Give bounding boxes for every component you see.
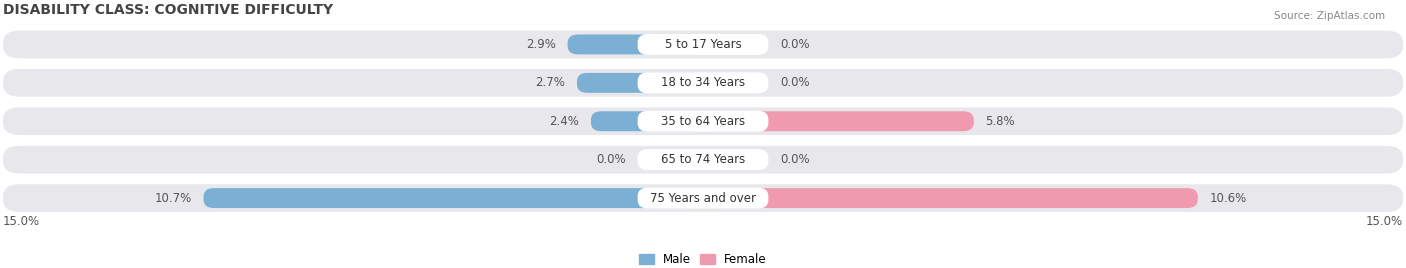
Text: 15.0%: 15.0% xyxy=(1367,215,1403,228)
FancyBboxPatch shape xyxy=(638,188,768,209)
Text: 2.4%: 2.4% xyxy=(550,115,579,128)
FancyBboxPatch shape xyxy=(3,146,1403,173)
Text: 35 to 64 Years: 35 to 64 Years xyxy=(661,115,745,128)
Text: 15.0%: 15.0% xyxy=(3,215,39,228)
FancyBboxPatch shape xyxy=(638,149,768,170)
FancyBboxPatch shape xyxy=(204,188,703,208)
Text: 75 Years and over: 75 Years and over xyxy=(650,192,756,204)
Text: 0.0%: 0.0% xyxy=(780,38,810,51)
FancyBboxPatch shape xyxy=(576,73,703,93)
Text: 65 to 74 Years: 65 to 74 Years xyxy=(661,153,745,166)
Text: 0.0%: 0.0% xyxy=(780,153,810,166)
FancyBboxPatch shape xyxy=(568,35,703,54)
FancyBboxPatch shape xyxy=(3,31,1403,58)
Text: 2.9%: 2.9% xyxy=(526,38,555,51)
Text: 5 to 17 Years: 5 to 17 Years xyxy=(665,38,741,51)
FancyBboxPatch shape xyxy=(591,111,703,131)
Text: DISABILITY CLASS: COGNITIVE DIFFICULTY: DISABILITY CLASS: COGNITIVE DIFFICULTY xyxy=(3,3,333,17)
Text: 5.8%: 5.8% xyxy=(986,115,1015,128)
FancyBboxPatch shape xyxy=(638,111,768,132)
Legend: Male, Female: Male, Female xyxy=(640,253,766,266)
Text: Source: ZipAtlas.com: Source: ZipAtlas.com xyxy=(1274,11,1385,21)
FancyBboxPatch shape xyxy=(3,69,1403,97)
Text: 10.7%: 10.7% xyxy=(155,192,191,204)
Text: 18 to 34 Years: 18 to 34 Years xyxy=(661,76,745,89)
FancyBboxPatch shape xyxy=(703,188,1198,208)
FancyBboxPatch shape xyxy=(3,107,1403,135)
FancyBboxPatch shape xyxy=(638,34,768,55)
FancyBboxPatch shape xyxy=(3,184,1403,212)
FancyBboxPatch shape xyxy=(703,111,974,131)
Text: 0.0%: 0.0% xyxy=(596,153,626,166)
Text: 2.7%: 2.7% xyxy=(536,76,565,89)
Text: 10.6%: 10.6% xyxy=(1209,192,1247,204)
Text: 0.0%: 0.0% xyxy=(780,76,810,89)
FancyBboxPatch shape xyxy=(638,72,768,93)
